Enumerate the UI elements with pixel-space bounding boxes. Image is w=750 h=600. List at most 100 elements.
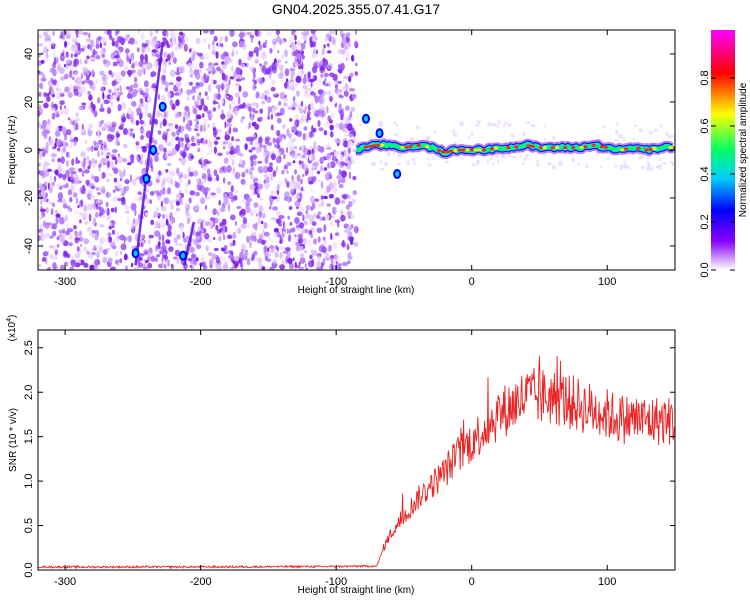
noise-speckle [226,165,232,173]
noise-speckle [217,152,223,157]
spectrogram-x-ticks: -300 -200 -100 0 100 [54,30,616,288]
noise-speckle [269,206,272,210]
noise-speckle [311,221,317,227]
noise-speckle [181,151,187,158]
noise-speckle [126,55,130,63]
noise-speckle [231,99,236,105]
noise-speckle [317,120,321,127]
noise-speckle [299,246,304,252]
signal-core-dot [396,145,401,149]
noise-speckle [100,157,106,163]
noise-speckle [182,231,185,239]
signal-blob-core [144,175,149,182]
noise-speckle [77,246,80,252]
noise-speckle [166,150,172,154]
noise-speckle [284,191,290,199]
noise-speckle [230,185,234,193]
noise-speckle [319,216,323,222]
noise-speckle [119,37,126,46]
noise-speckle [101,151,104,156]
noise-speckle [276,35,281,43]
noise-speckle [238,85,242,93]
noise-speckle [76,117,81,122]
noise-speckle [225,267,230,270]
noise-speckle [250,159,254,168]
noise-speckle [134,60,140,66]
noise-speckle [215,136,221,140]
noise-speckle [296,224,300,229]
noise-speckle [252,72,256,79]
noise-speckle [89,264,95,270]
noise-speckle [242,198,245,205]
noise-speckle [306,110,311,117]
noise-speckle [213,237,216,240]
noise-speckle [571,157,576,162]
noise-speckle [338,109,343,114]
noise-speckle [137,69,143,77]
noise-speckle [619,164,623,170]
noise-speckle [204,105,209,112]
noise-speckle [213,62,219,66]
noise-speckle [255,91,260,99]
noise-speckle [177,140,181,148]
noise-speckle [168,126,173,132]
signal-core-dot [469,148,474,152]
noise-speckle [195,82,200,86]
noise-speckle [97,139,103,145]
noise-speckle [169,137,174,144]
noise-speckle [268,248,272,254]
noise-speckle [294,34,297,41]
noise-speckle [271,91,278,95]
noise-speckle [127,128,131,136]
noise-speckle [379,120,383,126]
noise-speckle [102,72,105,77]
noise-speckle [291,30,296,36]
noise-speckle [266,96,272,103]
noise-speckle [310,30,316,35]
noise-speckle [273,232,277,239]
noise-speckle [294,61,298,67]
noise-speckle [175,136,180,141]
noise-speckle [169,200,174,204]
noise-speckle [305,209,309,214]
noise-speckle [146,64,151,71]
noise-speckle [53,175,57,183]
noise-speckle [278,252,284,260]
signal-core-dot [510,146,515,150]
noise-speckle [139,253,145,257]
noise-speckle [665,131,669,136]
noise-speckle [40,59,45,64]
noise-speckle [311,201,316,210]
noise-speckle [44,251,49,255]
snr-series-line [38,355,675,570]
noise-speckle [48,139,54,146]
noise-speckle [52,31,55,36]
noise-speckle [135,119,139,126]
noise-speckle [329,96,333,102]
noise-speckle [176,234,181,240]
noise-speckle [276,144,281,150]
signal-core-dot [664,146,670,150]
noise-speckle [261,92,265,100]
noise-speckle [342,140,349,148]
noise-speckle [92,245,97,251]
noise-speckle [323,72,329,78]
noise-speckle [40,213,43,218]
noise-speckle [88,160,92,167]
noise-speckle [303,132,306,141]
noise-speckle [351,137,357,141]
noise-speckle [200,124,203,133]
noise-speckle [86,68,90,77]
noise-speckle [144,53,148,62]
noise-speckle [186,217,191,225]
noise-speckle [263,231,270,237]
noise-speckle [117,156,124,164]
noise-speckle [311,171,314,178]
noise-speckle [300,100,304,107]
noise-speckle [174,124,179,130]
noise-speckle [201,254,205,261]
noise-speckle [209,221,214,226]
noise-speckle [303,250,308,254]
noise-speckle [308,230,311,236]
noise-speckle [258,44,263,51]
